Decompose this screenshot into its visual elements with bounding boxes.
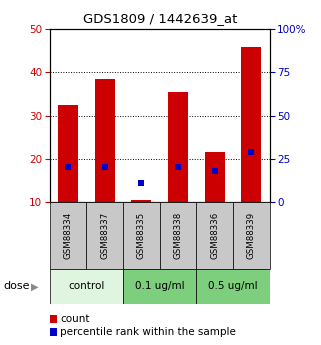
Text: control: control — [68, 282, 105, 291]
Bar — [233, 202, 270, 269]
Bar — [50, 202, 86, 269]
Text: GSM88339: GSM88339 — [247, 212, 256, 259]
Text: dose: dose — [3, 282, 30, 291]
Text: 0.1 ug/ml: 0.1 ug/ml — [135, 282, 185, 291]
Bar — [168, 92, 188, 202]
Bar — [86, 202, 123, 269]
Bar — [58, 105, 78, 202]
Text: GDS1809 / 1442639_at: GDS1809 / 1442639_at — [83, 12, 238, 25]
Text: count: count — [60, 314, 90, 324]
Text: ▶: ▶ — [30, 282, 38, 291]
Text: GSM88335: GSM88335 — [137, 212, 146, 259]
Bar — [160, 202, 196, 269]
Bar — [196, 269, 270, 304]
Text: GSM88337: GSM88337 — [100, 212, 109, 259]
Text: GSM88336: GSM88336 — [210, 212, 219, 259]
Bar — [196, 202, 233, 269]
Text: GSM88338: GSM88338 — [174, 212, 183, 259]
Bar — [123, 202, 160, 269]
Text: 0.5 ug/ml: 0.5 ug/ml — [208, 282, 258, 291]
Bar — [204, 152, 225, 202]
Bar — [241, 47, 261, 202]
Bar — [95, 79, 115, 202]
Text: GSM88334: GSM88334 — [64, 212, 73, 259]
Bar — [50, 269, 123, 304]
Text: percentile rank within the sample: percentile rank within the sample — [60, 327, 236, 337]
Bar — [131, 200, 152, 202]
Bar — [123, 269, 196, 304]
